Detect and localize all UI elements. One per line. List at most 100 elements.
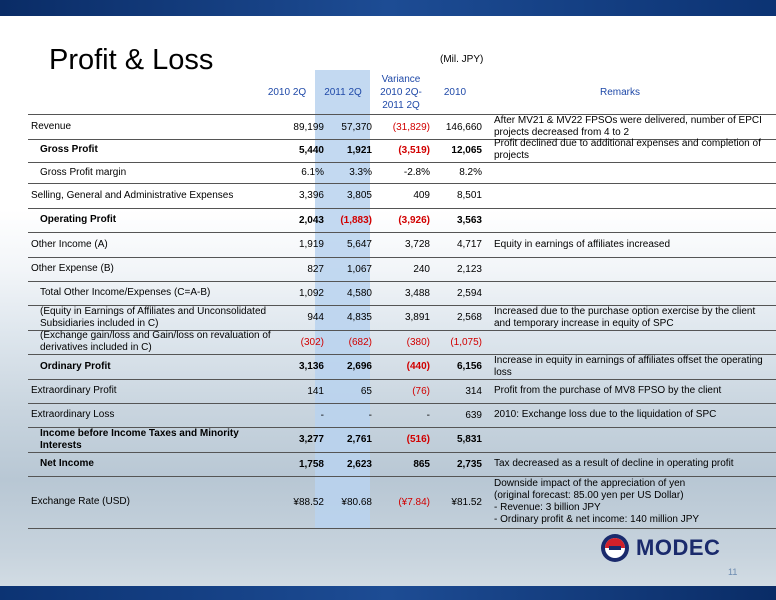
row-label: Other Income (A)	[31, 238, 108, 250]
table-row: Operating Profit 2,043 (1,883) (3,926) 3…	[28, 208, 776, 233]
cell-variance: -	[426, 409, 430, 421]
cell-2010-2q: 3,136	[298, 361, 324, 372]
row-label: Extraordinary Profit	[31, 385, 117, 396]
cell-2011-2q: 4,835	[346, 312, 372, 323]
cell-2010-2q: (302)	[300, 336, 324, 348]
unit-label: (Mil. JPY)	[440, 54, 484, 65]
cell-variance: 865	[413, 458, 430, 470]
header-2010-2q: 2010 2Q	[267, 86, 307, 98]
cell-2010: 3,563	[456, 214, 482, 226]
cell-2010: 4,717	[456, 239, 482, 250]
cell-2010: 12,065	[451, 144, 482, 156]
cell-2010-2q: 89,199	[293, 121, 324, 133]
cell-remark: After MV21 & MV22 FPSOs were delivered, …	[494, 115, 762, 138]
row-label: (Equity in Earnings of Affiliates and Un…	[40, 305, 267, 329]
table-row: Exchange Rate (USD) ¥88.52 ¥80.68 (¥7.84…	[28, 476, 776, 529]
table-row: (Exchange gain/loss and Gain/loss on rev…	[28, 330, 776, 355]
cell-2010: 146,660	[445, 121, 482, 133]
cell-variance: (76)	[412, 385, 430, 397]
row-label: Selling, General and Administrative Expe…	[31, 189, 234, 201]
cell-variance: (¥7.84)	[398, 496, 430, 508]
table-row: Revenue 89,199 57,370 (31,829) 146,660 A…	[28, 114, 776, 140]
table-row: (Equity in Earnings of Affiliates and Un…	[28, 305, 776, 331]
cell-variance: (380)	[406, 336, 430, 348]
cell-variance: (440)	[406, 361, 430, 372]
table-row: Gross Profit margin 6.1% 3.3% -2.8% 8.2%	[28, 162, 776, 184]
modec-logo: MODEC	[600, 533, 720, 563]
cell-2010-2q: 944	[307, 312, 324, 323]
cell-2010-2q: ¥88.52	[293, 496, 324, 508]
row-label: (Exchange gain/loss and Gain/loss on rev…	[40, 330, 271, 353]
table-row: Selling, General and Administrative Expe…	[28, 183, 776, 209]
cell-2010-2q: -	[320, 409, 324, 421]
table-row: Other Income (A) 1,919 5,647 3,728 4,717…	[28, 232, 776, 258]
cell-2011-2q: 1,921	[346, 144, 372, 156]
cell-2010: 2,735	[456, 458, 482, 470]
row-label: Exchange Rate (USD)	[31, 496, 130, 507]
table-row: Net Income 1,758 2,623 865 2,735 Tax dec…	[28, 452, 776, 477]
row-label: Total Other Income/Expenses (C=A-B)	[40, 287, 211, 298]
cell-2010: 5,831	[456, 434, 482, 445]
cell-variance: (3,926)	[398, 214, 430, 226]
cell-2010-2q: 2,043	[298, 214, 324, 226]
cell-2010-2q: 6.1%	[301, 167, 324, 178]
table-row: Extraordinary Loss - - - 639 2010: Excha…	[28, 403, 776, 428]
cell-2011-2q: (1,883)	[340, 214, 372, 226]
bottom-banner	[0, 586, 776, 600]
table-row: Gross Profit 5,440 1,921 (3,519) 12,065 …	[28, 138, 776, 163]
cell-2011-2q: 4,580	[346, 287, 372, 299]
cell-2010: 2,568	[456, 312, 482, 323]
cell-2011-2q: 57,370	[341, 121, 372, 133]
cell-2011-2q: 65	[360, 385, 372, 397]
cell-remark: Increased due to the purchase option exe…	[494, 305, 756, 329]
cell-2010-2q: 5,440	[298, 144, 324, 156]
cell-remark: Profit from the purchase of MV8 FPSO by …	[494, 385, 722, 396]
cell-2011-2q: 5,647	[346, 239, 372, 250]
row-label: Income before Income Taxes and Minority …	[40, 427, 239, 451]
cell-variance: (516)	[406, 434, 430, 445]
cell-remark: Tax decreased as a result of decline in …	[494, 458, 734, 469]
cell-2010: 6,156	[456, 361, 482, 372]
row-label: Gross Profit margin	[40, 166, 127, 178]
cell-2010-2q: 1,758	[298, 458, 324, 470]
row-label: Ordinary Profit	[40, 360, 111, 372]
cell-2010-2q: 141	[307, 385, 324, 397]
page-title: Profit & Loss	[49, 44, 214, 76]
cell-2010: 2,123	[456, 263, 482, 275]
cell-2010: ¥81.52	[451, 496, 482, 508]
row-label: Net Income	[40, 458, 94, 469]
cell-variance: 409	[413, 190, 430, 201]
row-label: Extraordinary Loss	[31, 409, 115, 420]
highlight-column	[315, 70, 370, 528]
cell-variance: (3,519)	[398, 144, 430, 156]
cell-2011-2q: ¥80.68	[341, 496, 372, 508]
cell-2011-2q: 2,761	[346, 434, 372, 445]
cell-remark: Downside impact of the appreciation of y…	[494, 478, 700, 525]
cell-variance: 240	[413, 263, 430, 275]
cell-variance: 3,488	[404, 287, 430, 299]
table-row: Ordinary Profit 3,136 2,696 (440) 6,156 …	[28, 354, 776, 380]
header-remarks: Remarks	[599, 86, 640, 98]
cell-2011-2q: (682)	[348, 336, 372, 348]
cell-variance: 3,728	[404, 239, 430, 250]
cell-2011-2q: 3.3%	[349, 167, 372, 178]
cell-remark: 2010: Exchange loss due to the liquidati…	[494, 409, 717, 420]
cell-2010: 314	[465, 385, 482, 397]
cell-2010-2q: 827	[307, 263, 324, 275]
table-row: Other Expense (B) 827 1,067 240 2,123	[28, 257, 776, 282]
cell-2010-2q: 3,396	[298, 190, 324, 201]
cell-2011-2q: -	[368, 409, 372, 421]
logo-text: MODEC	[636, 535, 721, 560]
row-label: Gross Profit	[40, 144, 98, 155]
row-label: Other Expense (B)	[31, 263, 114, 274]
cell-2011-2q: 2,623	[346, 458, 372, 470]
row-label: Revenue	[31, 121, 72, 132]
cell-variance: 3,891	[404, 312, 430, 323]
cell-variance: -2.8%	[403, 167, 430, 178]
cell-2010-2q: 1,919	[298, 239, 324, 250]
cell-2010: 639	[465, 409, 482, 421]
cell-2010-2q: 1,092	[298, 287, 324, 299]
table-row: Income before Income Taxes and Minority …	[28, 427, 776, 453]
cell-remark: Increase in equity in earnings of affili…	[494, 354, 763, 378]
header-2010: 2010	[443, 86, 467, 98]
